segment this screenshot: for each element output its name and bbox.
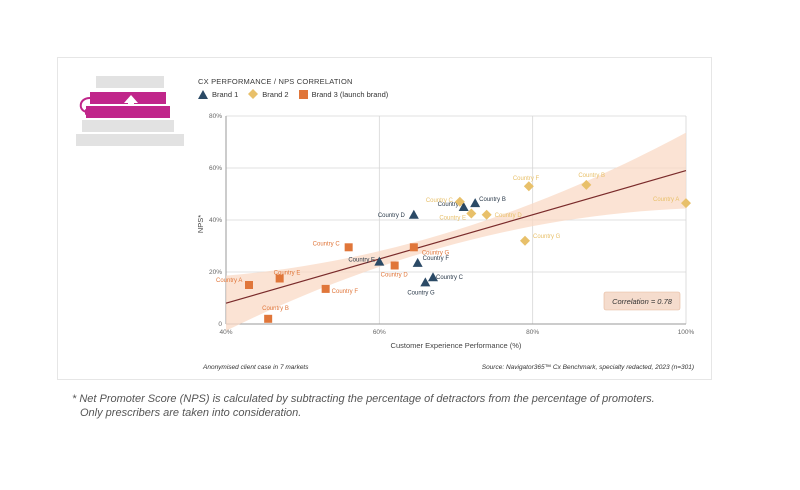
correlation-label: Correlation = 0.78 bbox=[612, 297, 673, 306]
logo-stack-icon bbox=[76, 76, 184, 146]
brand3-point bbox=[390, 261, 399, 270]
diamond-marker-icon bbox=[248, 89, 259, 99]
correlation-box bbox=[603, 291, 681, 311]
point-label: Country B bbox=[578, 173, 605, 179]
brand2-point bbox=[681, 198, 691, 209]
point-label: Country E bbox=[348, 258, 375, 264]
x-tick-label: 60% bbox=[373, 329, 386, 336]
y-axis-label: NPS* bbox=[196, 215, 205, 233]
footnote: * Net Promoter Score (NPS) is calculated… bbox=[72, 392, 655, 420]
y-tick-label: 80% bbox=[209, 113, 222, 120]
point-label: Country A bbox=[438, 202, 464, 208]
chart-legend: Brand 1 Brand 2 Brand 3 (launch brand) bbox=[198, 89, 398, 99]
trend-line bbox=[225, 170, 687, 304]
x-axis-label: Customer Experience Performance (%) bbox=[391, 341, 522, 350]
legend-item-brand2: Brand 2 bbox=[248, 89, 289, 99]
point-label: Country D bbox=[378, 213, 406, 219]
point-label: Country G bbox=[407, 290, 435, 296]
square-marker-icon bbox=[298, 89, 308, 99]
point-label: Country A bbox=[216, 278, 242, 284]
x-tick-label: 100% bbox=[678, 329, 695, 336]
y-tick-label: 20% bbox=[209, 269, 222, 276]
brand2-point bbox=[581, 179, 592, 190]
brand3-point bbox=[245, 281, 253, 289]
point-label: Country A bbox=[653, 197, 679, 203]
brand1-point bbox=[470, 198, 481, 208]
point-label: Country F bbox=[513, 176, 540, 182]
legend-item-brand3: Brand 3 (launch brand) bbox=[298, 89, 389, 99]
brand1-point bbox=[428, 272, 438, 282]
brand2-point bbox=[481, 209, 492, 220]
brand2-point bbox=[454, 196, 465, 207]
point-label: Country D bbox=[381, 273, 409, 279]
legend-label-brand1: Brand 1 bbox=[212, 89, 239, 99]
brand1-point bbox=[420, 277, 431, 287]
point-label: Country B bbox=[262, 306, 289, 312]
point-label: Country D bbox=[495, 213, 523, 219]
y-tick-label: 60% bbox=[209, 165, 222, 172]
brand3-point bbox=[321, 284, 330, 293]
brand1-point bbox=[458, 202, 469, 211]
brand1-point bbox=[408, 209, 419, 219]
legend-label-brand2: Brand 2 bbox=[262, 89, 289, 99]
point-label: Country E bbox=[274, 271, 301, 277]
point-label: Country C bbox=[436, 275, 464, 281]
brand1-point bbox=[412, 257, 423, 267]
point-label: Country C bbox=[313, 241, 341, 247]
brand3-point bbox=[344, 243, 353, 252]
point-label: Country G bbox=[533, 234, 561, 240]
x-tick-label: 80% bbox=[526, 329, 539, 336]
point-label: Country G bbox=[422, 250, 450, 256]
footer-note: Anonymised client case in 7 markets bbox=[203, 364, 309, 371]
point-label: Country F bbox=[423, 256, 450, 262]
brand3-point bbox=[409, 243, 418, 252]
point-label: Country C bbox=[426, 198, 454, 204]
brand3-point bbox=[275, 274, 284, 283]
brand1-point bbox=[374, 256, 385, 266]
x-tick-label: 40% bbox=[219, 329, 232, 336]
legend-item-brand1: Brand 1 bbox=[198, 89, 239, 99]
footnote-line-1: * Net Promoter Score (NPS) is calculated… bbox=[72, 393, 655, 405]
confidence-band bbox=[226, 132, 686, 331]
brand2-point bbox=[523, 181, 534, 192]
triangle-marker-icon bbox=[198, 89, 208, 99]
brand2-point bbox=[466, 208, 477, 219]
brand2-point bbox=[520, 235, 530, 246]
point-label: Country B bbox=[479, 197, 506, 203]
y-tick-label: 0 bbox=[218, 321, 222, 328]
y-tick-label: 40% bbox=[209, 217, 222, 224]
footnote-line-2: Only prescribers are taken into consider… bbox=[80, 407, 302, 419]
point-label: Country E bbox=[439, 216, 466, 222]
chart-title: CX PERFORMANCE / NPS CORRELATION bbox=[198, 77, 353, 86]
footer-source: Source: Navigator365™ Cx Benchmark, spec… bbox=[481, 364, 694, 371]
brand3-point bbox=[264, 314, 273, 323]
point-label: Country F bbox=[332, 289, 359, 295]
legend-label-brand3: Brand 3 (launch brand) bbox=[311, 89, 389, 99]
